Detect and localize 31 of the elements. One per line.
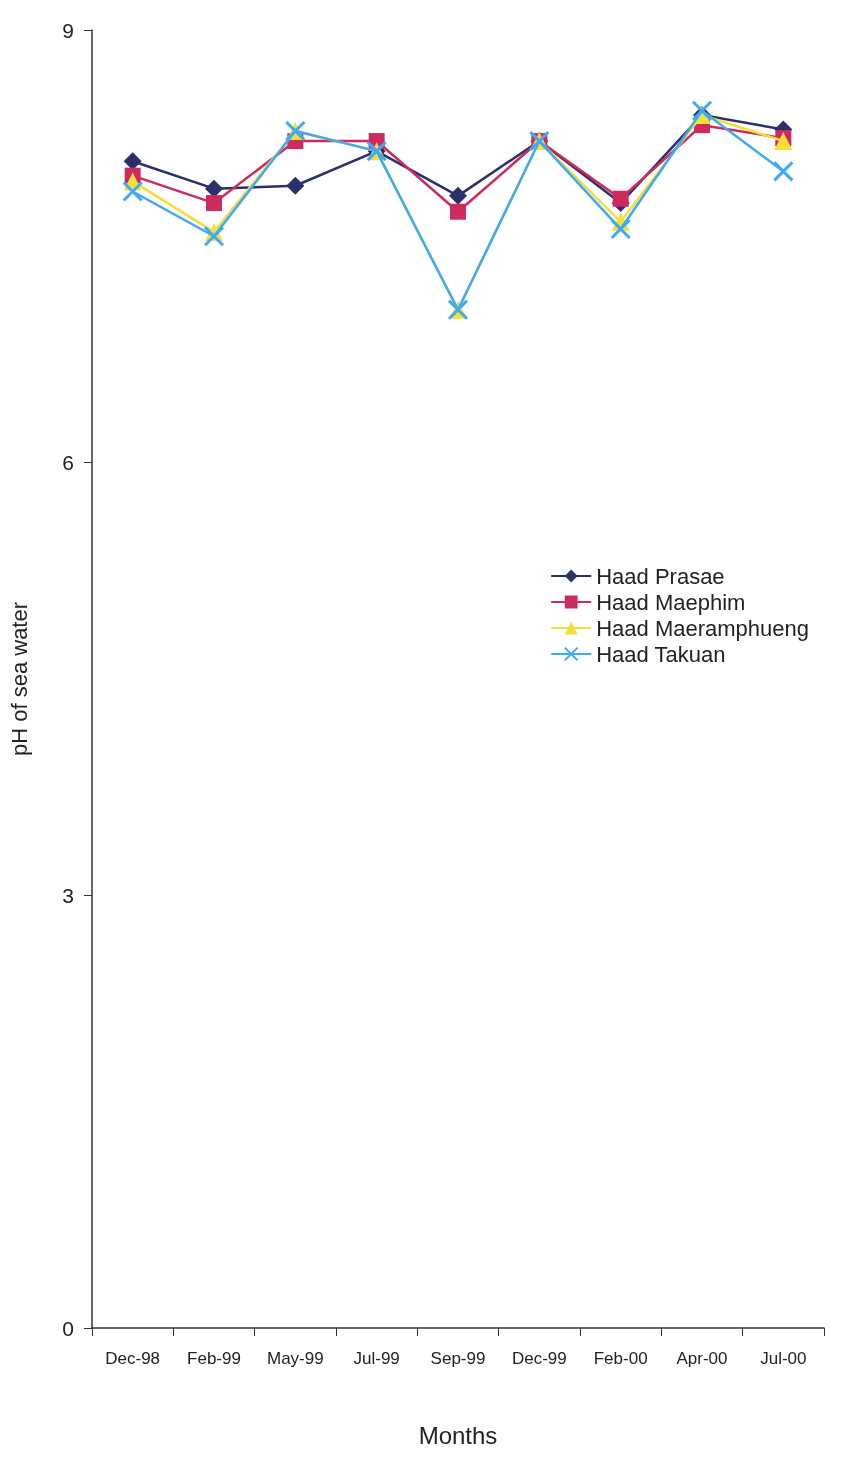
y-tick-label: 3 [62, 883, 74, 907]
legend-label: Haad Takuan [596, 641, 726, 667]
point [286, 176, 305, 195]
point [450, 203, 466, 220]
point [205, 179, 223, 198]
point [610, 218, 632, 240]
x-tick-label: Dec-99 [511, 1349, 567, 1368]
legend-label: Haad Prasae [596, 563, 725, 589]
x-tick-label: Jul-99 [353, 1349, 400, 1368]
point [774, 132, 793, 151]
point [772, 160, 794, 182]
y-tick-label: 9 [62, 18, 74, 42]
y-tick-label: 6 [62, 451, 74, 475]
x-axis-title: Months [418, 1421, 498, 1449]
x-tick-label: Jul-00 [760, 1349, 807, 1368]
legend-label: Haad Maephim [596, 589, 746, 615]
point [691, 100, 713, 122]
legend-label: Haad Maeramphueng [596, 615, 810, 641]
x-tick-label: Dec-98 [105, 1349, 161, 1368]
x-tick-label: Feb-99 [187, 1349, 241, 1368]
x-tick-label: Apr-00 [676, 1349, 728, 1368]
x-tick-label: Sep-99 [430, 1349, 486, 1368]
point [612, 190, 629, 207]
point [203, 225, 225, 247]
point [206, 195, 222, 212]
x-tick-label: Feb-00 [593, 1349, 648, 1368]
x-tick-label: May-99 [266, 1349, 324, 1368]
point [449, 186, 467, 205]
y-axis-title: pH of sea water [6, 601, 32, 757]
y-tick-label: 0 [62, 1316, 74, 1340]
point [122, 181, 144, 203]
